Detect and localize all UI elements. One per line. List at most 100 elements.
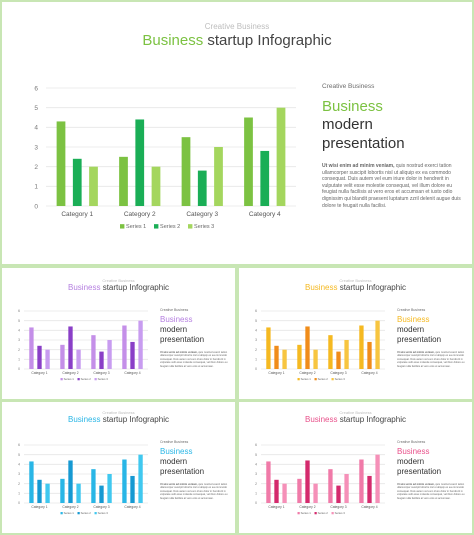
y-tick-label: 2 — [34, 164, 38, 171]
bar — [107, 474, 112, 503]
y-tick-label: 4 — [255, 462, 257, 466]
y-tick-label: 4 — [34, 125, 38, 132]
title-accent: Business — [305, 283, 338, 292]
legend-label: Series 3 — [98, 377, 109, 381]
slide-orange[interactable]: Creative Business Business startup Infog… — [239, 268, 472, 399]
y-tick-label: 5 — [255, 319, 257, 323]
y-tick-label: 3 — [255, 472, 257, 476]
side-panel: Creative Business Business modern presen… — [322, 83, 462, 209]
slide-pink[interactable]: Creative Business Business startup Infog… — [239, 402, 472, 533]
legend-label: Series 1 — [64, 377, 75, 381]
slide-title: Business startup Infographic — [239, 415, 472, 425]
y-tick-label: 2 — [18, 482, 20, 486]
category-label: Category 4 — [361, 371, 377, 375]
side-heading-3: presentation — [160, 335, 205, 344]
y-tick-label: 6 — [18, 309, 20, 313]
category-label: Category 3 — [330, 371, 346, 375]
bar — [375, 454, 380, 503]
legend-swatch — [94, 378, 97, 381]
side-body-bold: Ut wisi enim ad minim veniam, — [322, 163, 395, 169]
bar — [138, 320, 143, 369]
category-label: Category 3 — [186, 211, 218, 218]
slide-title: Business startup Infographic — [2, 415, 235, 425]
bar — [91, 335, 96, 369]
side-body: Ut wisi enim ad minim veniam, quis nostr… — [397, 351, 467, 368]
legend-label: Series 3 — [335, 377, 346, 381]
y-tick-label: 1 — [18, 357, 20, 361]
y-tick-label: 0 — [18, 501, 20, 505]
bar — [76, 483, 81, 503]
side-body: Ut wisi enim ad minim veniam, quis nostr… — [160, 351, 230, 368]
side-panel: Creative Business Business modern presen… — [160, 440, 230, 500]
side-heading-2: modern — [397, 457, 425, 466]
side-heading-2: modern — [322, 116, 373, 133]
bar — [45, 483, 50, 503]
bar-chart: 0 1 2 3 4 5 6 Category 1 Category 2 Category 3 Cat… — [16, 309, 150, 383]
bar — [266, 327, 271, 369]
y-tick-label: 1 — [34, 184, 38, 191]
side-body-rest: quis nostrud exerci tation ullamcorper s… — [397, 351, 465, 368]
chart-svg: 0 1 2 3 4 5 6 Category 1 Category 2 Category 3 Cat… — [255, 443, 385, 515]
category-label: Category 3 — [330, 505, 346, 509]
y-tick-label: 2 — [255, 348, 257, 352]
y-tick-label: 3 — [18, 338, 20, 342]
y-tick-label: 1 — [255, 357, 257, 361]
side-body: Ut wisi enim ad minim veniam, quis nostr… — [322, 163, 462, 209]
slide-green[interactable]: Creative Business Business startup Infog… — [2, 2, 472, 264]
bar — [29, 461, 34, 503]
side-body-rest: quis nostrud exerci tation ullamcorper s… — [397, 483, 465, 500]
slide-purple[interactable]: Creative Business Business startup Infog… — [2, 268, 235, 399]
bar — [68, 460, 73, 503]
side-heading: Business — [160, 315, 193, 324]
y-tick-label: 2 — [18, 348, 20, 352]
side-label: Creative Business — [160, 308, 189, 312]
y-tick-label: 4 — [18, 462, 20, 466]
bar — [313, 349, 318, 369]
title-block: Creative Business Business startup Infog… — [2, 278, 235, 293]
bar — [76, 349, 81, 369]
bar — [89, 166, 98, 206]
bar — [45, 349, 50, 369]
legend-swatch — [154, 224, 159, 229]
category-label: Category 3 — [93, 371, 109, 375]
side-body-bold: Ut wisi enim ad minim veniam, — [160, 483, 198, 486]
title-accent: Business — [68, 415, 101, 424]
category-label: Category 1 — [268, 505, 284, 509]
category-label: Category 2 — [299, 505, 315, 509]
side-body-rest: quis nostrud exerci tation ullamcorper s… — [160, 351, 228, 368]
title-rest: startup Infographic — [100, 283, 169, 292]
bar — [297, 344, 302, 369]
category-label: Category 2 — [124, 211, 156, 218]
bar — [274, 345, 279, 369]
bar — [260, 150, 270, 206]
title-rest: startup Infographic — [337, 283, 406, 292]
y-tick-label: 5 — [18, 453, 20, 457]
side-heading-3: presentation — [322, 135, 405, 152]
legend-swatch — [331, 512, 334, 515]
category-label: Category 2 — [62, 505, 78, 509]
legend-swatch — [297, 378, 300, 381]
y-tick-label: 6 — [34, 85, 38, 92]
y-tick-label: 3 — [18, 472, 20, 476]
title-block: Creative Business Business startup Infog… — [239, 278, 472, 293]
chart-svg: 0 1 2 3 4 5 6 Category 1 Category 2 Category 3 Cat… — [18, 309, 148, 381]
legend-swatch — [94, 512, 97, 515]
title-subtitle: Creative Business — [102, 278, 135, 283]
category-label: Category 2 — [299, 371, 315, 375]
bar — [130, 475, 135, 503]
chart-svg: 0 1 2 3 4 5 6 Category 1 Category 2 Category 3 Cat… — [34, 85, 296, 230]
side-body-bold: Ut wisi enim ad minim veniam, — [397, 483, 435, 486]
y-tick-label: 5 — [255, 453, 257, 457]
title-block: Creative Business Business startup Infog… — [239, 410, 472, 425]
slide-blue[interactable]: Creative Business Business startup Infog… — [2, 402, 235, 533]
side-label: Creative Business — [322, 83, 375, 90]
legend-label: Series 3 — [335, 511, 346, 515]
category-label: Category 4 — [124, 505, 140, 509]
bar — [328, 469, 333, 503]
title-rest: startup Infographic — [100, 415, 169, 424]
bar — [56, 121, 66, 206]
y-tick-label: 5 — [34, 105, 38, 112]
legend-label: Series 2 — [318, 377, 329, 381]
bar-chart: 0 1 2 3 4 5 6 Category 1 Category 2 Category 3 Cat… — [253, 443, 387, 517]
bar — [336, 485, 341, 503]
